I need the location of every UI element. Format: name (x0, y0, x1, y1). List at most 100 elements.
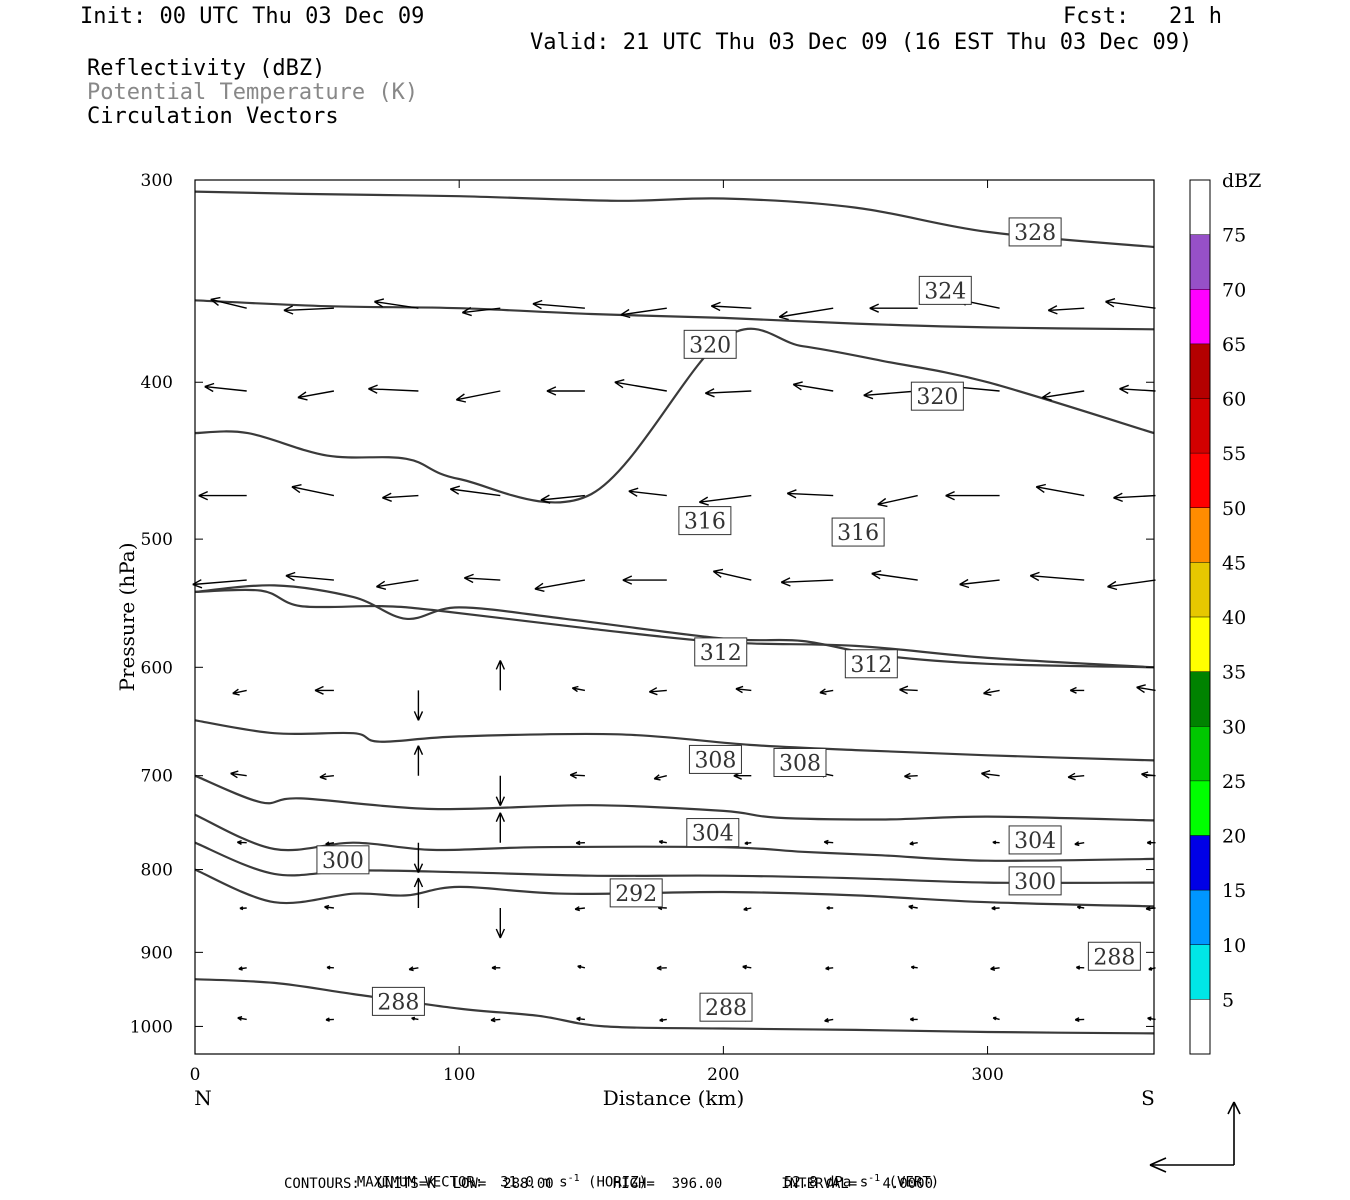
contour-label: 308 (694, 748, 736, 773)
circulation-vector (981, 770, 1000, 779)
circulation-vector (411, 1016, 419, 1021)
isentrope-316 (194, 588, 1155, 669)
max-vector-vert: 52.8 dPa s (783, 1174, 869, 1191)
colorbar-tick-label: 60 (1222, 389, 1246, 411)
x-end-label-right: S (1141, 1086, 1155, 1110)
y-tick-label: 800 (141, 861, 173, 881)
contour-label-box (1008, 866, 1062, 896)
colorbar-segment (1190, 944, 1210, 1000)
circulation-vector (778, 307, 834, 321)
circulation-vector (909, 1017, 918, 1022)
x-axis-label: Distance (km) (603, 1086, 745, 1110)
contour-label-box (844, 649, 898, 679)
colorbar-segment (1190, 234, 1210, 290)
contour-label: 292 (615, 882, 657, 907)
circulation-vector (1074, 1017, 1085, 1023)
circulation-vector (991, 905, 1000, 911)
contour-label: 288 (705, 996, 747, 1021)
circulation-vector (959, 578, 1000, 589)
circulation-vector (1047, 305, 1085, 315)
circulation-vector (232, 688, 247, 696)
contour-label-box (683, 329, 737, 359)
isentrope-312 (194, 584, 1155, 669)
circulation-vector (210, 296, 247, 309)
x-tick-label: 300 (971, 1065, 1003, 1085)
circulation-vector (1119, 384, 1156, 395)
y-tick-label: 400 (141, 373, 173, 393)
contour-label: 304 (692, 822, 734, 847)
isentrope-304 (194, 774, 1155, 822)
colorbar-segment (1190, 780, 1210, 836)
circulation-vector (540, 494, 585, 504)
circulation-vector (325, 841, 335, 846)
circulation-vector (1035, 483, 1085, 497)
colorbar-segment (1190, 289, 1210, 344)
circulation-vector (743, 906, 752, 912)
field-circulation-vectors: Circulation Vectors (87, 104, 339, 129)
circulation-vector (455, 390, 501, 403)
isentrope-308 (194, 719, 1155, 762)
colorbar-tick-label: 50 (1222, 498, 1246, 520)
circulation-vector (490, 1017, 501, 1023)
circulation-vector (910, 965, 918, 970)
circulation-vector (698, 494, 752, 506)
circulation-vector (463, 573, 501, 584)
isentrope-296 (194, 841, 1155, 885)
contour-label-box (918, 275, 972, 305)
contour-label: 324 (924, 279, 966, 304)
circulation-vector (735, 685, 752, 694)
circulation-vector (899, 685, 918, 695)
plot-frame (194, 179, 1155, 1055)
circulation-vector (314, 685, 334, 695)
circulation-vector (571, 685, 586, 693)
contour-label-box (678, 506, 732, 536)
contour-label-box (1008, 825, 1062, 855)
circulation-vector (374, 298, 419, 309)
circulation-vector (534, 579, 586, 592)
circulation-vector (324, 904, 334, 910)
contour-label: 308 (779, 751, 821, 776)
colorbar-segment (1190, 890, 1210, 945)
circulation-vector (546, 386, 585, 396)
colorbar-segment (1190, 726, 1210, 781)
circulation-vector (532, 299, 585, 310)
x-tick-label: 0 (190, 1065, 201, 1085)
circulation-vector (628, 487, 667, 497)
circulation-vector (877, 494, 918, 508)
contour-label: 288 (377, 990, 419, 1015)
y-tick-label: 300 (141, 171, 173, 191)
contour-label: 320 (689, 333, 731, 358)
circulation-vector (577, 964, 586, 969)
circulation-vector (824, 1017, 834, 1023)
circulation-vector (992, 1016, 1000, 1021)
x-end-label-left: N (194, 1086, 212, 1110)
contour-label-box (688, 744, 742, 774)
circulation-vector (461, 306, 501, 317)
circulation-vector (291, 484, 335, 497)
max-vector-vert-label: (VERT) (880, 1174, 940, 1191)
colorbar-tick-label: 40 (1222, 607, 1246, 629)
contour-label: 316 (837, 521, 879, 546)
x-tick-label: 100 (443, 1065, 475, 1085)
colorbar-tick-label: 5 (1222, 989, 1234, 1011)
circulation-vector (449, 485, 501, 497)
circulation-vector (819, 688, 834, 695)
circulation-vector (413, 842, 424, 873)
colorbar-segment (1190, 671, 1210, 727)
colorbar-tick-label: 10 (1222, 935, 1246, 957)
isentrope-328 (194, 190, 1155, 249)
circulation-vector (382, 492, 419, 502)
circulation-vector (569, 771, 585, 779)
circulation-vector (712, 568, 752, 581)
circulation-vector (869, 303, 918, 313)
colorbar-tick-label: 15 (1222, 880, 1246, 902)
field-reflectivity: Reflectivity (dBZ) (87, 56, 326, 81)
colorbar-tick-label: 45 (1222, 552, 1246, 574)
circulation-vector (1113, 492, 1156, 503)
unit-exponent: -1 (567, 1173, 580, 1184)
colorbar-segment (1190, 453, 1210, 508)
forecast-hour: Fcst: 21 h (1063, 4, 1222, 29)
y-tick-label: 600 (141, 658, 173, 678)
circulation-vector (614, 379, 667, 392)
circulation-vector (1074, 841, 1085, 847)
